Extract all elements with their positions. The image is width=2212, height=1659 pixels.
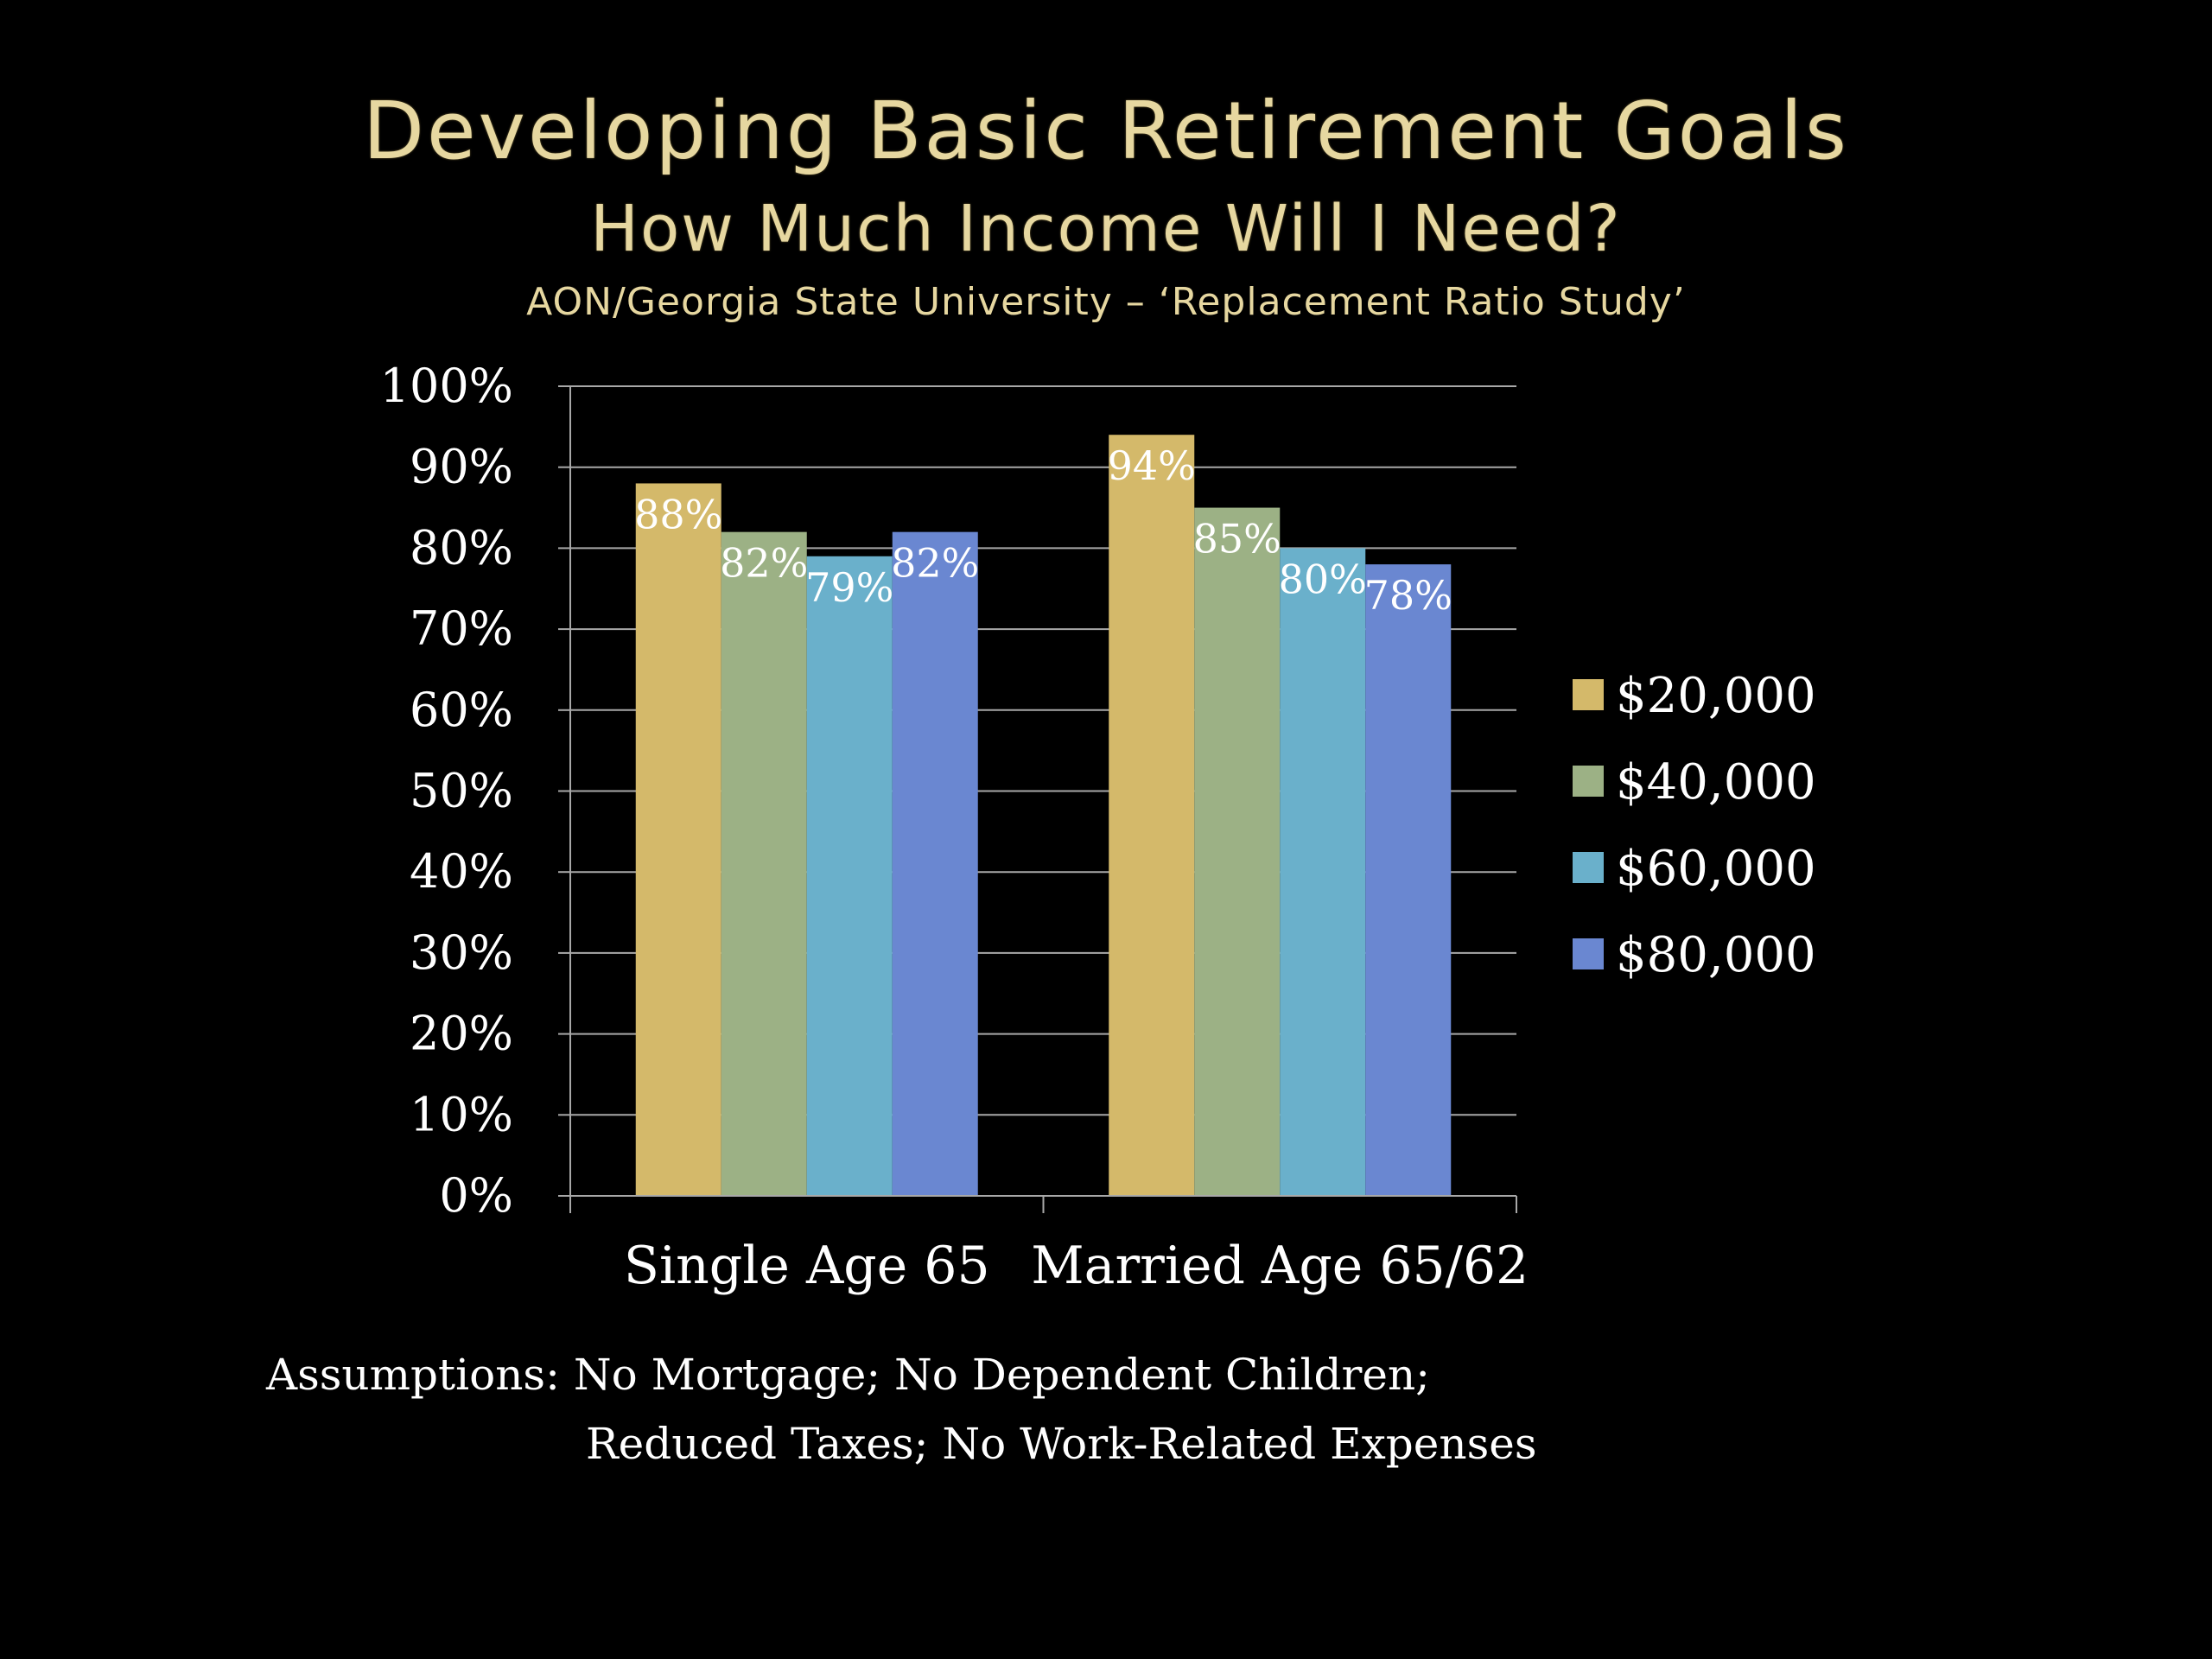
y-tick-label: 80% — [410, 520, 513, 575]
legend: $20,000 $40,000 $60,000 $80,000 — [1573, 668, 1816, 983]
data-label: 80% — [1279, 556, 1367, 602]
legend-label: $60,000 — [1616, 841, 1816, 897]
bar — [1280, 548, 1366, 1196]
bar — [635, 483, 721, 1196]
assumptions-line-2: Reduced Taxes; No Work-Related Expenses — [586, 1419, 1537, 1469]
legend-swatch — [1573, 938, 1604, 969]
data-label: 85% — [1193, 516, 1281, 563]
legend-swatch — [1573, 766, 1604, 797]
bar — [721, 531, 807, 1196]
bar — [892, 531, 978, 1196]
y-axis-ticks: 0% 10% 20% 30% 40% 50% 60% 70% 80% 90% 100% — [380, 359, 513, 1223]
y-tick-label: 40% — [410, 844, 513, 899]
data-label: 82% — [891, 540, 979, 587]
y-tick-label: 20% — [410, 1007, 513, 1061]
category-label: Single Age 65 — [624, 1236, 990, 1296]
y-tick-label: 30% — [410, 925, 513, 980]
bar — [1194, 507, 1281, 1196]
bar — [806, 556, 893, 1196]
y-tick-label: 50% — [410, 764, 513, 818]
y-tick-label: 60% — [410, 683, 513, 737]
category-labels: Single Age 65 Married Age 65/62 — [624, 1236, 1529, 1296]
data-label: 79% — [805, 564, 893, 611]
y-tick-label: 10% — [410, 1087, 513, 1141]
bar — [1365, 564, 1452, 1196]
data-label: 94% — [1108, 442, 1196, 489]
data-labels: 88%82%79%82%94%85%80%78% — [634, 442, 1452, 619]
slide-subtitle: How Much Income Will I Need? — [590, 192, 1622, 266]
axes — [558, 385, 1517, 1213]
data-label: 82% — [720, 540, 808, 587]
y-tick-label: 70% — [410, 601, 513, 656]
source-citation: AON/Georgia State University – ‘Replacem… — [526, 280, 1686, 324]
legend-label: $80,000 — [1616, 927, 1816, 983]
y-tick-label: 0% — [439, 1168, 513, 1223]
bars — [635, 435, 1452, 1197]
category-label: Married Age 65/62 — [1031, 1236, 1529, 1296]
legend-swatch — [1573, 679, 1604, 710]
assumptions-line-1: Assumptions: No Mortgage; No Dependent C… — [266, 1350, 1431, 1400]
y-tick-label: 90% — [410, 440, 513, 494]
y-tick-label: 100% — [380, 359, 513, 413]
data-label: 88% — [634, 491, 722, 537]
slide-title: Developing Basic Retirement Goals — [363, 85, 1849, 177]
legend-label: $20,000 — [1616, 668, 1816, 724]
legend-label: $40,000 — [1616, 754, 1816, 810]
data-label: 78% — [1364, 572, 1452, 619]
bar — [1109, 435, 1195, 1197]
legend-swatch — [1573, 852, 1604, 883]
